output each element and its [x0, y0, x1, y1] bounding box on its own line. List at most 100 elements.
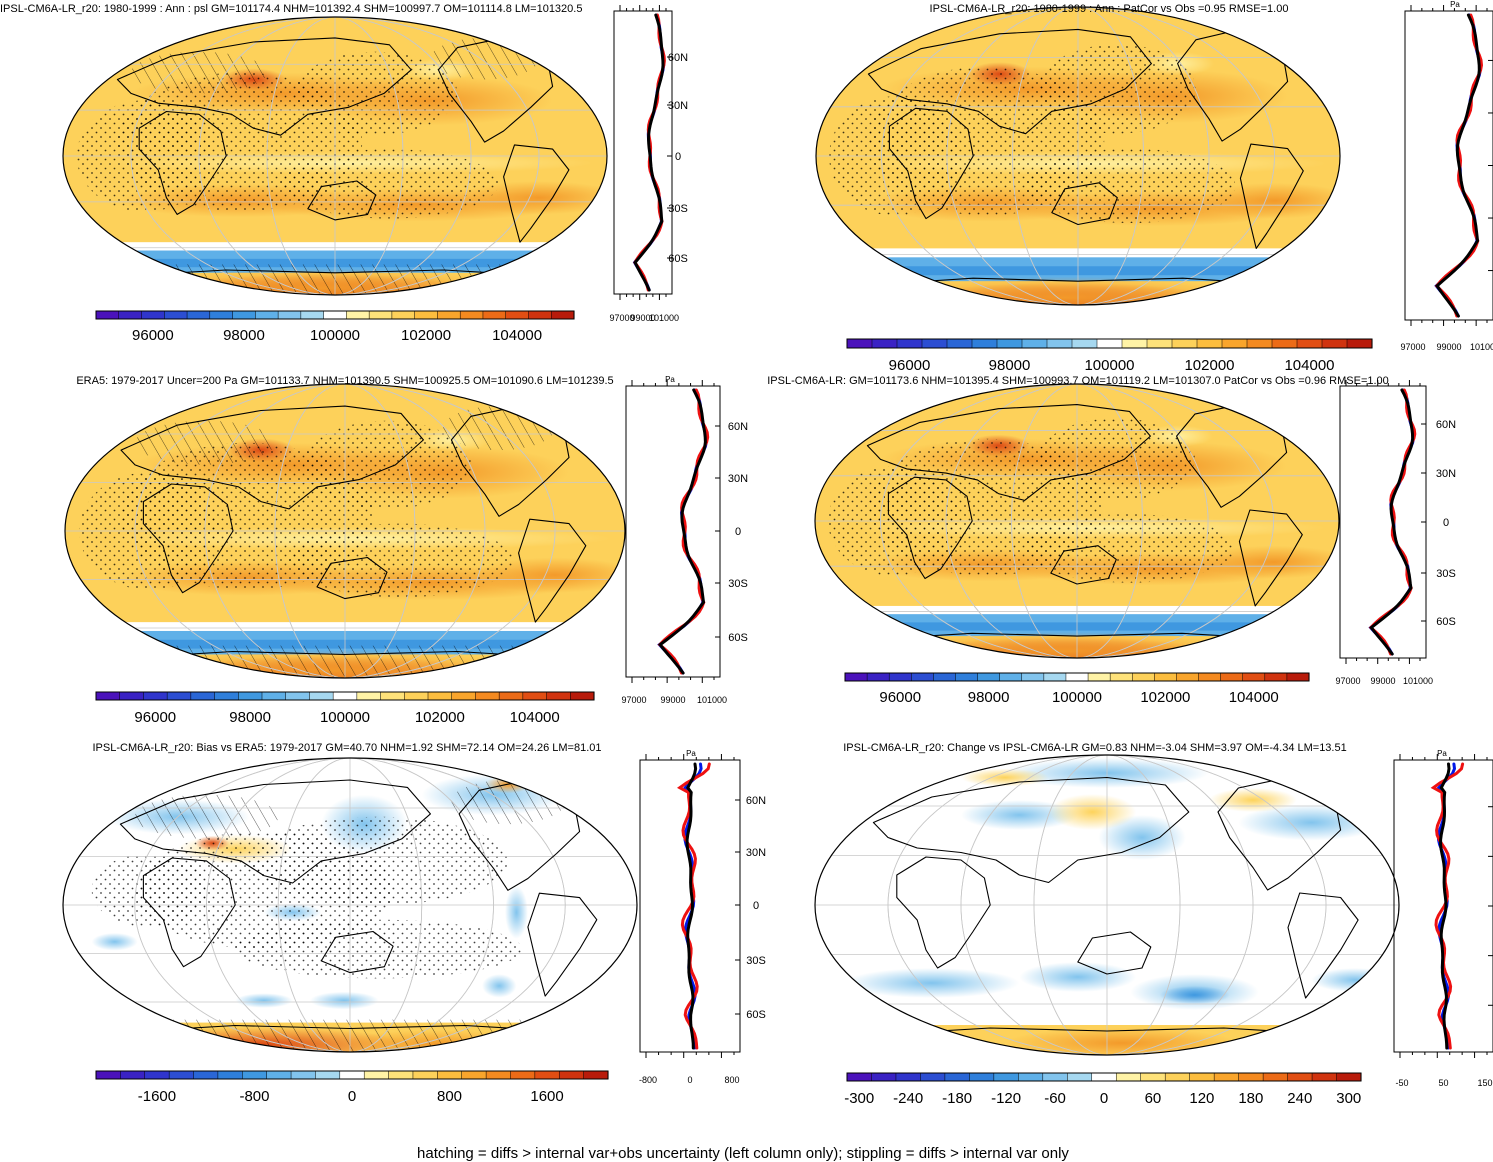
colorbar-tick-label: 96000 [132, 327, 174, 344]
colorbar-swatch [1140, 1072, 1166, 1082]
colorbar-swatch [1296, 338, 1323, 349]
colorbar-swatch [346, 310, 370, 320]
colorbar-swatch [1220, 672, 1244, 682]
profile-tick-label: 99000 [630, 313, 655, 323]
profile-tick-label: 101000 [697, 695, 727, 705]
latitude-label: 30N [1436, 468, 1456, 480]
colorbar-swatch [277, 310, 302, 320]
colorbar-swatch [1171, 338, 1198, 349]
colorbar-swatch [414, 310, 438, 320]
panel-change: -50 50 150 Pa -300 -240 -180 -120 -60 0 60 120 180 24… [814, 742, 1493, 1107]
colorbar-swatch [266, 1070, 292, 1080]
panel-title: IPSL-CM6A-LR_r20: Change vs IPSL-CM6A-LR… [843, 742, 1346, 754]
colorbar-tick-label: 120 [1189, 1090, 1214, 1107]
colorbar-swatch [214, 691, 239, 701]
panel-title: IPSL-CM6A-LR_r20: 1980-1999 : Ann : PatC… [930, 3, 1289, 15]
latitude-label: 30S [668, 203, 688, 215]
profile-tick-label: 97000 [1335, 676, 1360, 686]
profile-tick-label: 97000 [1400, 342, 1425, 352]
colorbar-swatch [144, 1070, 170, 1080]
colorbar-swatch [120, 1070, 146, 1080]
colorbar-swatch [570, 691, 595, 701]
colorbar-swatch [955, 672, 979, 682]
colorbar-swatch [505, 310, 530, 320]
colorbar-swatch [1067, 1072, 1093, 1082]
colorbar-swatch [242, 1070, 268, 1080]
colorbar-tick-label: 104000 [1229, 689, 1279, 706]
profile-tick-label: -800 [639, 1075, 657, 1085]
colorbar: 96000 98000 100000 102000 104000 [95, 310, 575, 344]
latitude-label: 0 [1443, 517, 1449, 529]
profile-tick-label: 101000 [1470, 342, 1493, 352]
colorbar: 96000 98000 100000 102000 104000 [844, 672, 1310, 706]
latitude-label: 60S [668, 253, 688, 265]
colorbar-tick-label: -180 [942, 1090, 972, 1107]
colorbar-tick-label: 60 [1145, 1090, 1162, 1107]
latitude-label: 30S [746, 955, 766, 967]
colorbar-swatch [1346, 338, 1373, 349]
zonal-mean-profile: 97000 99000 101000 Pa 60N 30N 0 30S 60S [621, 375, 748, 705]
map-field [65, 384, 625, 678]
colorbar-swatch [866, 672, 890, 682]
colorbar-swatch [459, 310, 484, 320]
colorbar-swatch [95, 310, 120, 320]
colorbar-swatch [933, 672, 957, 682]
profile-unit: Pa [665, 375, 675, 384]
colorbar-tick-label: 98000 [968, 689, 1010, 706]
colorbar-swatch [558, 1070, 585, 1080]
colorbar-swatch [999, 672, 1023, 682]
colorbar-swatch [482, 310, 507, 320]
colorbar-swatch [315, 1070, 341, 1080]
colorbar-swatch [1246, 338, 1273, 349]
latitude-label: 60N [1436, 419, 1456, 431]
colorbar-swatch [141, 310, 165, 320]
latitude-label: 60S [1436, 616, 1456, 628]
panel-ipsl-ens: 97000 99000 101000 60N 30N 0 30S 60S 96000 98000 1… [767, 375, 1456, 706]
colorbar-swatch [993, 1072, 1019, 1082]
colorbar-tick-label: 104000 [510, 709, 560, 726]
colorbar-swatch [356, 691, 382, 701]
colorbar-swatch [1176, 672, 1200, 682]
map-field [816, 7, 1340, 305]
colorbar-swatch [1096, 338, 1123, 349]
colorbar-swatch [437, 310, 461, 320]
colorbar-swatch [1046, 338, 1073, 349]
colorbar-swatch [168, 1070, 195, 1080]
colorbar-tick-label: 96000 [879, 689, 921, 706]
colorbar-swatch [193, 1070, 219, 1080]
colorbar-tick-label: 240 [1287, 1090, 1312, 1107]
colorbar-swatch [1021, 672, 1045, 682]
latitude-label: 30S [1436, 568, 1456, 580]
colorbar-swatch [1321, 338, 1348, 349]
colorbar-swatch [255, 310, 279, 320]
colorbar-tick-label: 100000 [310, 327, 360, 344]
colorbar-tick-label: 100000 [1052, 689, 1102, 706]
colorbar-swatch [921, 338, 948, 349]
colorbar-swatch [583, 1070, 609, 1080]
zonal-mean-profile: 97000 99000 101000 Pa [1400, 0, 1493, 352]
colorbar-tick-label: 102000 [415, 709, 465, 726]
colorbar-swatch [534, 1070, 560, 1080]
colorbar-tick-label: 800 [437, 1088, 462, 1105]
colorbar-tick-label: 0 [1100, 1090, 1108, 1107]
colorbar-swatch [1262, 1072, 1289, 1082]
colorbar-swatch [437, 1070, 463, 1080]
profile-tick-label: 99000 [660, 695, 685, 705]
colorbar-swatch [164, 310, 188, 320]
profile-tick-label: 97000 [621, 695, 646, 705]
colorbar-swatch [209, 310, 234, 320]
profile-tick-label: 97000 [609, 313, 634, 323]
colorbar-swatch [427, 691, 453, 701]
colorbar-tick-label: 180 [1238, 1090, 1263, 1107]
colorbar-swatch [1242, 672, 1266, 682]
colorbar-swatch [118, 310, 143, 320]
colorbar-swatch [498, 691, 524, 701]
colorbar-swatch [300, 310, 325, 320]
colorbar-swatch [332, 691, 358, 701]
latitude-label: 30N [728, 473, 748, 485]
colorbar-swatch [1115, 1072, 1142, 1082]
colorbar-swatch [388, 1070, 414, 1080]
colorbar-swatch [1164, 1072, 1191, 1082]
